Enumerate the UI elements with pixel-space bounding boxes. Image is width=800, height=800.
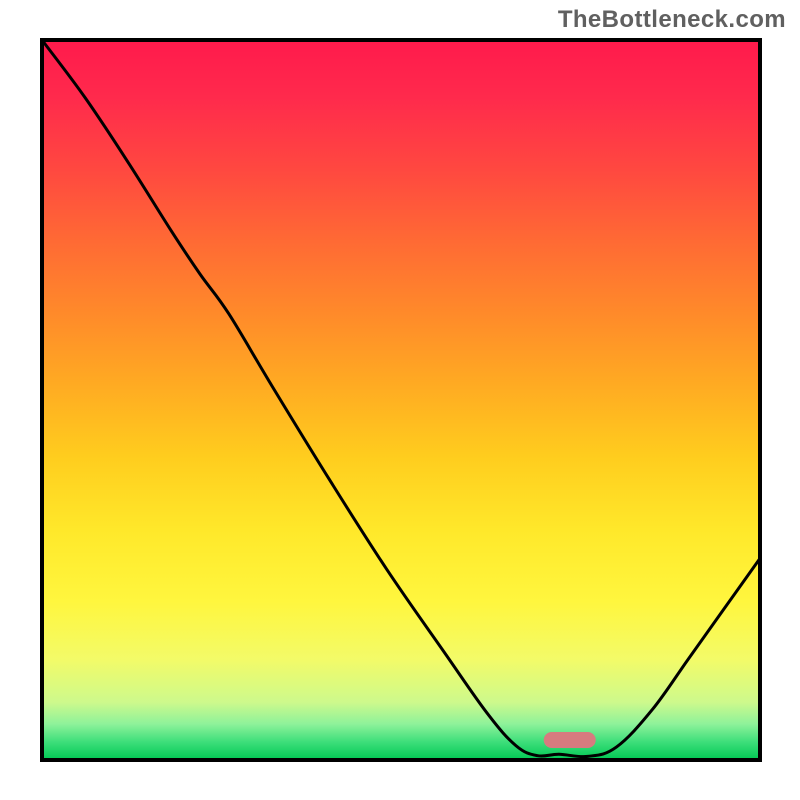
gradient-background <box>42 40 760 760</box>
chart-svg <box>0 0 800 800</box>
optimal-range-marker <box>544 732 596 748</box>
watermark-text: TheBottleneck.com <box>558 6 786 34</box>
chart-container: TheBottleneck.com <box>0 0 800 800</box>
